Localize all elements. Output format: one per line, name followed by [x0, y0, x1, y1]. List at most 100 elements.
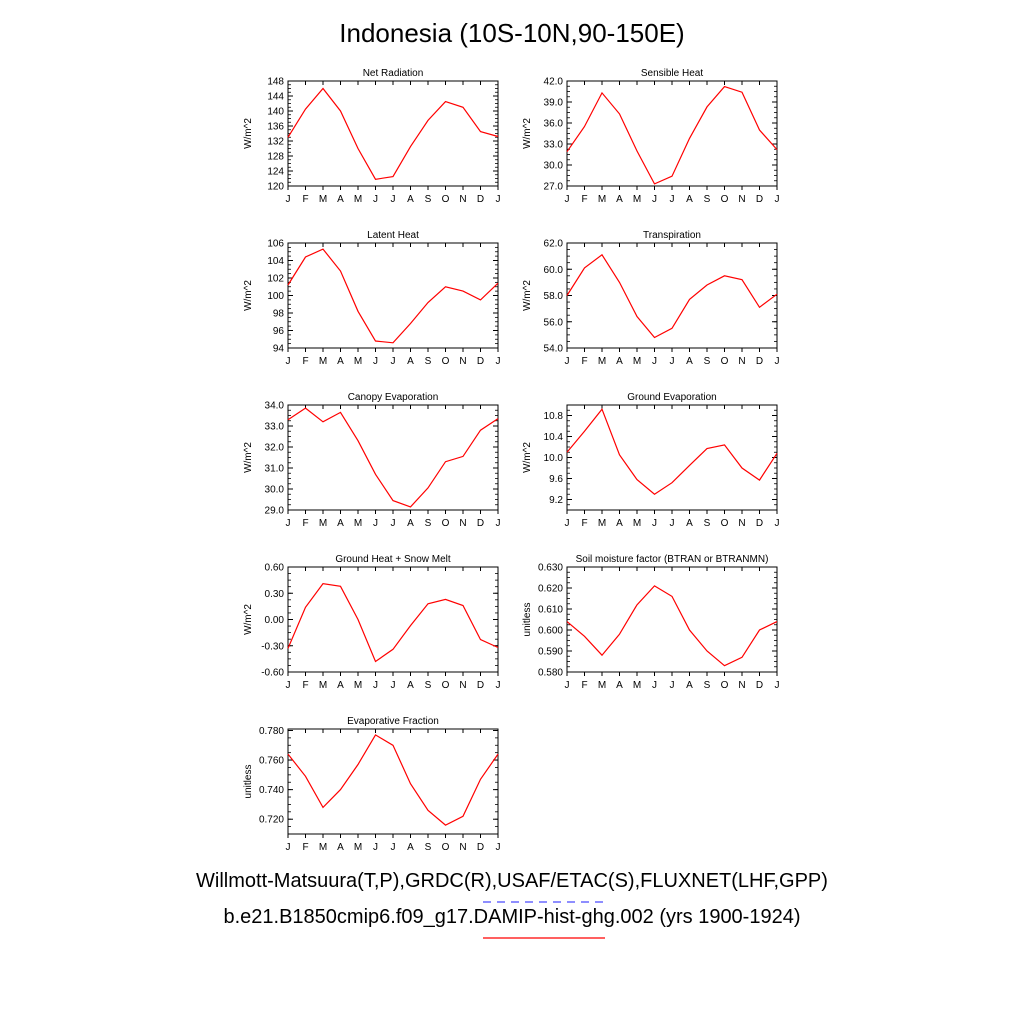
x-tick-label: N — [738, 680, 745, 691]
chart-panel: Canopy Evaporation W/m^2 29.0 30.0 31.0 32.0 3… — [243, 392, 501, 529]
x-tick-label: N — [459, 518, 466, 529]
x-tick-label: D — [756, 194, 763, 205]
x-tick-label: A — [686, 194, 693, 205]
y-tick-label: 0.30 — [265, 589, 285, 600]
y-tick-label: 9.2 — [549, 495, 563, 506]
x-tick-label: S — [425, 518, 432, 529]
x-tick-label: F — [302, 356, 308, 367]
y-tick-label: 36.0 — [544, 119, 564, 130]
y-axis-label: unitless — [243, 765, 254, 799]
chart-title: Evaporative Fraction — [347, 716, 439, 727]
x-tick-label: A — [616, 680, 623, 691]
y-tick-label: 31.0 — [265, 464, 285, 475]
x-tick-label: O — [442, 680, 450, 691]
chart-title: Sensible Heat — [641, 68, 703, 79]
x-tick-label: J — [670, 518, 675, 529]
x-tick-label: J — [775, 194, 780, 205]
x-tick-label: J — [373, 356, 378, 367]
y-tick-label: 140 — [267, 107, 284, 118]
x-tick-label: M — [633, 194, 641, 205]
y-tick-label: 96 — [273, 326, 285, 337]
x-tick-label: J — [391, 518, 396, 529]
x-tick-label: M — [354, 842, 362, 853]
x-tick-label: S — [425, 356, 432, 367]
y-axis-label: W/m^2 — [243, 442, 254, 473]
y-tick-label: 58.0 — [544, 291, 564, 302]
x-tick-label: A — [337, 842, 344, 853]
x-tick-label: J — [775, 680, 780, 691]
y-tick-label: 30.0 — [265, 485, 285, 496]
x-tick-label: M — [354, 194, 362, 205]
x-tick-label: O — [442, 194, 450, 205]
x-tick-label: F — [581, 518, 587, 529]
y-axis-label: W/m^2 — [243, 280, 254, 311]
x-tick-label: J — [286, 194, 291, 205]
legend-obs-label: Willmott-Matsuura(T,P),GRDC(R),USAF/ETAC… — [196, 870, 828, 892]
x-tick-label: J — [286, 842, 291, 853]
series-line — [287, 734, 499, 826]
x-tick-label: A — [616, 518, 623, 529]
x-tick-label: A — [616, 356, 623, 367]
x-tick-label: J — [496, 680, 501, 691]
y-tick-label: 0.740 — [259, 785, 284, 796]
x-tick-label: J — [652, 194, 657, 205]
chart-panel: Ground Heat + Snow Melt W/m^2 -0.60 -0.30 0.… — [243, 554, 501, 691]
x-tick-label: J — [496, 518, 501, 529]
x-tick-label: S — [704, 356, 711, 367]
y-tick-label: 60.0 — [544, 265, 564, 276]
x-tick-label: N — [459, 194, 466, 205]
x-tick-label: M — [633, 680, 641, 691]
y-axis-label: unitless — [522, 603, 533, 637]
chart-title: Transpiration — [643, 230, 701, 241]
y-tick-label: 27.0 — [544, 182, 564, 193]
y-tick-label: 56.0 — [544, 317, 564, 328]
x-tick-label: M — [598, 194, 606, 205]
x-tick-label: J — [391, 842, 396, 853]
y-axis-label: W/m^2 — [522, 118, 533, 149]
y-tick-label: 120 — [267, 182, 284, 193]
chart-panel: Soil moisture factor (BTRAN or BTRANMN) u… — [522, 554, 780, 691]
x-tick-label: D — [477, 680, 484, 691]
x-tick-label: F — [302, 842, 308, 853]
x-tick-label: A — [337, 680, 344, 691]
x-tick-label: M — [598, 680, 606, 691]
y-tick-label: 0.610 — [538, 605, 563, 616]
x-tick-label: A — [407, 194, 414, 205]
x-tick-label: J — [565, 194, 570, 205]
y-tick-label: 39.0 — [544, 98, 564, 109]
x-tick-label: M — [354, 518, 362, 529]
x-tick-label: N — [738, 356, 745, 367]
y-tick-label: -0.60 — [261, 668, 284, 679]
x-tick-label: D — [477, 842, 484, 853]
y-tick-label: 0.580 — [538, 668, 563, 679]
x-tick-label: F — [302, 194, 308, 205]
y-tick-label: 0.620 — [538, 584, 563, 595]
x-tick-label: J — [652, 356, 657, 367]
x-tick-label: J — [496, 356, 501, 367]
x-tick-label: M — [598, 518, 606, 529]
x-tick-label: J — [496, 194, 501, 205]
chart-title: Ground Heat + Snow Melt — [335, 554, 451, 565]
chart-panel: Ground Evaporation W/m^2 9.2 9.6 10.0 10.4 10.… — [522, 392, 780, 529]
x-tick-label: A — [407, 842, 414, 853]
y-tick-label: 94 — [273, 344, 285, 355]
y-axis-label: W/m^2 — [522, 280, 533, 311]
x-tick-label: F — [302, 518, 308, 529]
x-tick-label: M — [319, 680, 327, 691]
x-tick-label: J — [373, 518, 378, 529]
y-tick-label: 106 — [267, 239, 284, 250]
y-tick-label: 29.0 — [265, 506, 285, 517]
x-tick-label: O — [442, 842, 450, 853]
x-tick-label: A — [407, 356, 414, 367]
x-tick-label: N — [738, 194, 745, 205]
x-tick-label: S — [425, 842, 432, 853]
x-tick-label: J — [496, 842, 501, 853]
y-tick-label: 148 — [267, 77, 284, 88]
y-tick-label: 136 — [267, 122, 284, 133]
y-tick-label: 33.0 — [544, 140, 564, 151]
x-tick-label: M — [319, 194, 327, 205]
x-tick-label: M — [354, 356, 362, 367]
y-axis-label: W/m^2 — [243, 604, 254, 635]
x-tick-label: S — [425, 194, 432, 205]
